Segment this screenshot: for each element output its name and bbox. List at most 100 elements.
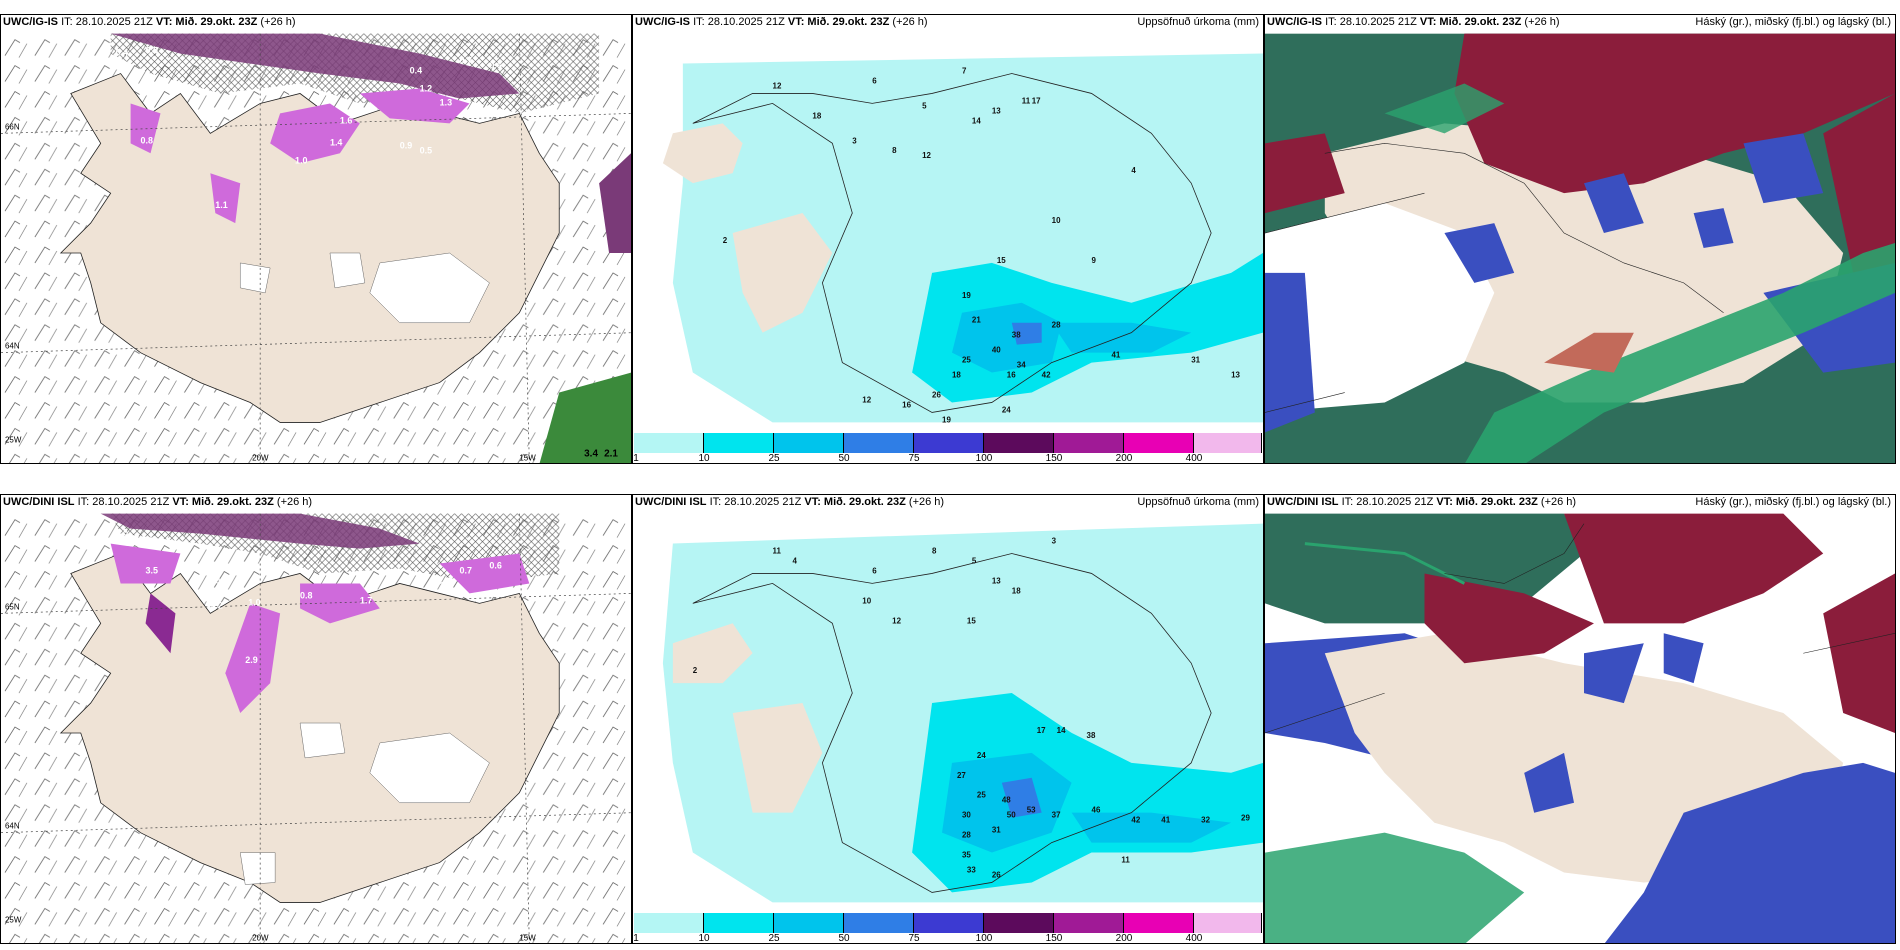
svg-text:14: 14 xyxy=(1057,726,1066,735)
svg-text:37: 37 xyxy=(1052,811,1061,820)
colorbar-swatch xyxy=(704,433,774,453)
svg-text:16: 16 xyxy=(1007,371,1016,380)
colorbar-swatch xyxy=(1124,433,1194,453)
svg-text:11: 11 xyxy=(1022,96,1031,105)
colorbar-swatch xyxy=(634,913,704,933)
svg-text:0.8: 0.8 xyxy=(141,135,153,145)
svg-text:0.8: 0.8 xyxy=(300,590,312,600)
svg-text:24: 24 xyxy=(977,751,986,760)
lon-label: 25W xyxy=(5,435,22,444)
svg-text:13: 13 xyxy=(1231,371,1240,380)
precip-map: 11 4 6 10 12 8 5 13 18 3 17 14 15 38 27 … xyxy=(633,513,1263,903)
panel-title: Háský (gr.), miðský (fj.bl.) og lágský (… xyxy=(1695,496,1891,508)
precip-colorbar xyxy=(634,433,1262,453)
svg-text:38: 38 xyxy=(1087,731,1096,740)
svg-text:11: 11 xyxy=(773,546,782,555)
panel-title: Uppsöfnuð úrkoma (mm) xyxy=(1137,496,1259,508)
svg-text:13: 13 xyxy=(992,576,1001,585)
svg-text:18: 18 xyxy=(952,371,961,380)
colorbar-tick: 10 xyxy=(698,933,710,944)
svg-text:3.5: 3.5 xyxy=(146,565,158,575)
lon-label: 25W xyxy=(5,915,22,924)
svg-text:41: 41 xyxy=(1111,351,1120,360)
svg-text:46: 46 xyxy=(1092,806,1101,815)
svg-text:1.2: 1.2 xyxy=(420,84,432,94)
lon-label: 15W xyxy=(519,933,536,942)
svg-text:33: 33 xyxy=(967,865,976,874)
lon-label: 20W xyxy=(252,933,269,942)
svg-text:26: 26 xyxy=(932,390,941,399)
colorbar-tick: 1 xyxy=(633,933,639,944)
lon-label: 15W xyxy=(519,453,536,462)
svg-text:8: 8 xyxy=(932,546,937,555)
svg-text:12: 12 xyxy=(922,151,931,160)
svg-text:29: 29 xyxy=(1241,814,1250,823)
svg-text:42: 42 xyxy=(1042,371,1051,380)
colorbar-tick: 100 xyxy=(975,933,993,944)
svg-text:34: 34 xyxy=(1017,361,1026,370)
svg-text:6: 6 xyxy=(872,566,877,575)
svg-text:2.1: 2.1 xyxy=(604,448,618,459)
panel-header: UWC/IG-IS IT: 28.10.2025 21Z VT: Mið. 29… xyxy=(635,16,928,28)
svg-text:6: 6 xyxy=(872,76,877,85)
svg-text:2.9: 2.9 xyxy=(245,655,257,665)
colorbar-tick: 400 xyxy=(1185,933,1203,944)
svg-text:30: 30 xyxy=(962,811,971,820)
svg-text:0.5: 0.5 xyxy=(420,145,432,155)
svg-text:3: 3 xyxy=(852,136,857,145)
svg-text:0.5: 0.5 xyxy=(146,46,158,56)
svg-text:0.6: 0.6 xyxy=(489,561,501,571)
colorbar-swatch xyxy=(844,913,914,933)
panel-header: UWC/DINI ISL IT: 28.10.2025 21Z VT: Mið.… xyxy=(1267,496,1577,508)
colorbar-tick: 400 xyxy=(1185,453,1203,464)
svg-text:25: 25 xyxy=(962,356,971,365)
svg-text:12: 12 xyxy=(892,616,901,625)
colorbar-tick: 75 xyxy=(908,453,920,464)
panel-header: UWC/DINI ISL IT: 28.10.2025 21Z VT: Mið.… xyxy=(3,496,313,508)
svg-text:17: 17 xyxy=(1037,726,1046,735)
svg-text:31: 31 xyxy=(1191,356,1200,365)
colorbar-tick: 150 xyxy=(1045,453,1063,464)
svg-text:18: 18 xyxy=(1012,586,1021,595)
svg-text:1.4: 1.4 xyxy=(440,580,452,590)
colorbar-swatch xyxy=(984,433,1054,453)
precip-map: 12 18 6 7 5 14 13 11 3 8 4 12 10 15 17 9… xyxy=(633,33,1263,423)
colorbar-tick: 50 xyxy=(838,933,850,944)
svg-text:2: 2 xyxy=(723,236,728,245)
colorbar-swatch xyxy=(704,913,774,933)
svg-text:4: 4 xyxy=(792,556,797,565)
svg-text:12: 12 xyxy=(773,81,782,90)
svg-text:1.7: 1.7 xyxy=(360,595,372,605)
map-panel-r1c2: UWC/IG-IS IT: 28.10.2025 21Z VT: Mið. 29… xyxy=(632,14,1264,464)
colorbar-swatch xyxy=(844,433,914,453)
panel-header: UWC/DINI ISL IT: 28.10.2025 21Z VT: Mið.… xyxy=(635,496,945,508)
panel-title: Uppsöfnuð úrkoma (mm) xyxy=(1137,16,1259,28)
panel-header: UWC/IG-IS IT: 28.10.2025 21Z VT: Mið. 29… xyxy=(3,16,296,28)
svg-text:38: 38 xyxy=(1012,331,1021,340)
svg-text:0.3: 0.3 xyxy=(410,570,422,580)
svg-text:7: 7 xyxy=(962,66,967,75)
colorbar-tick: 75 xyxy=(908,933,920,944)
svg-text:31: 31 xyxy=(992,826,1001,835)
svg-text:11: 11 xyxy=(1121,856,1130,865)
map-panel-r1c3: UWC/IG-IS IT: 28.10.2025 21Z VT: Mið. 29… xyxy=(1264,14,1896,464)
svg-text:25: 25 xyxy=(977,791,986,800)
colorbar-swatch xyxy=(984,913,1054,933)
map-panel-r2c2: UWC/DINI ISL IT: 28.10.2025 21Z VT: Mið.… xyxy=(632,494,1264,944)
svg-text:1.1: 1.1 xyxy=(215,200,227,210)
panel-title: Háský (gr.), miðský (fj.bl.) og lágský (… xyxy=(1695,16,1891,28)
map-panel-r2c3: UWC/DINI ISL IT: 28.10.2025 21Z VT: Mið.… xyxy=(1264,494,1896,944)
svg-text:10: 10 xyxy=(862,596,871,605)
svg-text:28: 28 xyxy=(1052,321,1061,330)
iceland-land xyxy=(59,73,560,423)
panel-header: UWC/IG-IS IT: 28.10.2025 21Z VT: Mið. 29… xyxy=(1267,16,1560,28)
svg-text:53: 53 xyxy=(1027,806,1036,815)
colorbar-tick: 25 xyxy=(768,933,780,944)
svg-text:9.5: 9.5 xyxy=(185,564,197,574)
precip-values: 12 18 6 7 5 14 13 11 3 8 4 12 10 15 17 9… xyxy=(723,66,1241,423)
colorbar-tick: 25 xyxy=(768,453,780,464)
svg-text:14: 14 xyxy=(972,116,981,125)
svg-text:3.4: 3.4 xyxy=(584,448,598,459)
svg-text:3: 3 xyxy=(1052,537,1057,546)
svg-text:10: 10 xyxy=(1052,216,1061,225)
